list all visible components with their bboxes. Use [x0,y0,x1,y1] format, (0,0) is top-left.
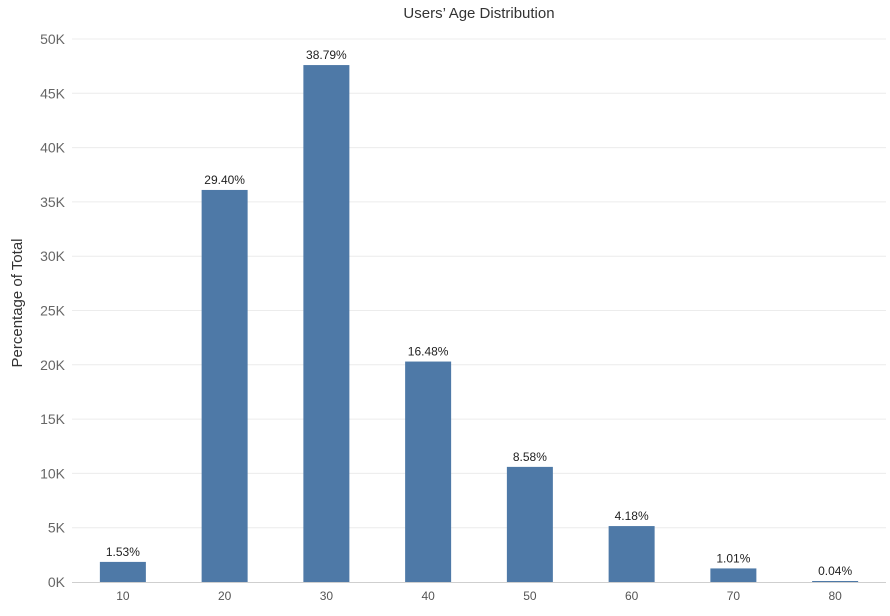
y-tick-label: 50K [40,31,66,47]
y-axis-ticks: 0K 5K 10K 15K 20K 25K 30K 35K 40K 45K 50K [40,31,66,590]
y-tick-label: 0K [48,574,66,590]
x-tick-label: 40 [421,589,435,603]
y-tick-label: 30K [40,248,66,264]
data-label-70: 1.01% [716,551,750,565]
x-tick-label: 10 [116,589,130,603]
x-tick-label: 80 [828,589,842,603]
x-tick-label: 60 [625,589,639,603]
data-label-20: 29.40% [204,173,245,187]
data-label-40: 16.48% [408,345,449,359]
y-tick-label: 10K [40,465,66,481]
x-tick-label: 20 [218,589,232,603]
x-axis-ticks: 10 20 30 40 50 60 70 80 [116,589,842,603]
data-label-30: 38.79% [306,48,347,62]
y-tick-label: 40K [40,140,66,156]
y-axis-label: Percentage of Total [9,239,26,368]
y-tick-label: 5K [48,520,66,536]
x-tick-label: 70 [727,589,741,603]
data-labels: 1.53% 29.40% 38.79% 16.48% 8.58% 4.18% 1.01% 0.… [106,48,853,578]
data-label-60: 4.18% [615,509,649,523]
data-label-10: 1.53% [106,545,140,559]
data-label-80: 0.04% [818,564,852,578]
y-tick-label: 35K [40,194,66,210]
x-tick-label: 50 [523,589,537,603]
y-tick-label: 25K [40,303,66,319]
bar-70 [710,568,757,582]
bar-80 [812,581,859,582]
bar-50 [506,466,553,582]
y-tick-label: 45K [40,85,66,101]
y-tick-label: 15K [40,411,66,427]
bar-10 [99,561,146,582]
bar-60 [608,526,655,582]
gridlines [72,38,886,529]
chart-title: Users’ Age Distribution [403,5,554,22]
bars [99,65,859,583]
data-label-50: 8.58% [513,450,547,464]
bar-20 [201,189,248,583]
bar-30 [303,65,350,582]
x-tick-label: 30 [320,589,334,603]
y-tick-label: 20K [40,357,66,373]
bar-40 [405,361,452,582]
